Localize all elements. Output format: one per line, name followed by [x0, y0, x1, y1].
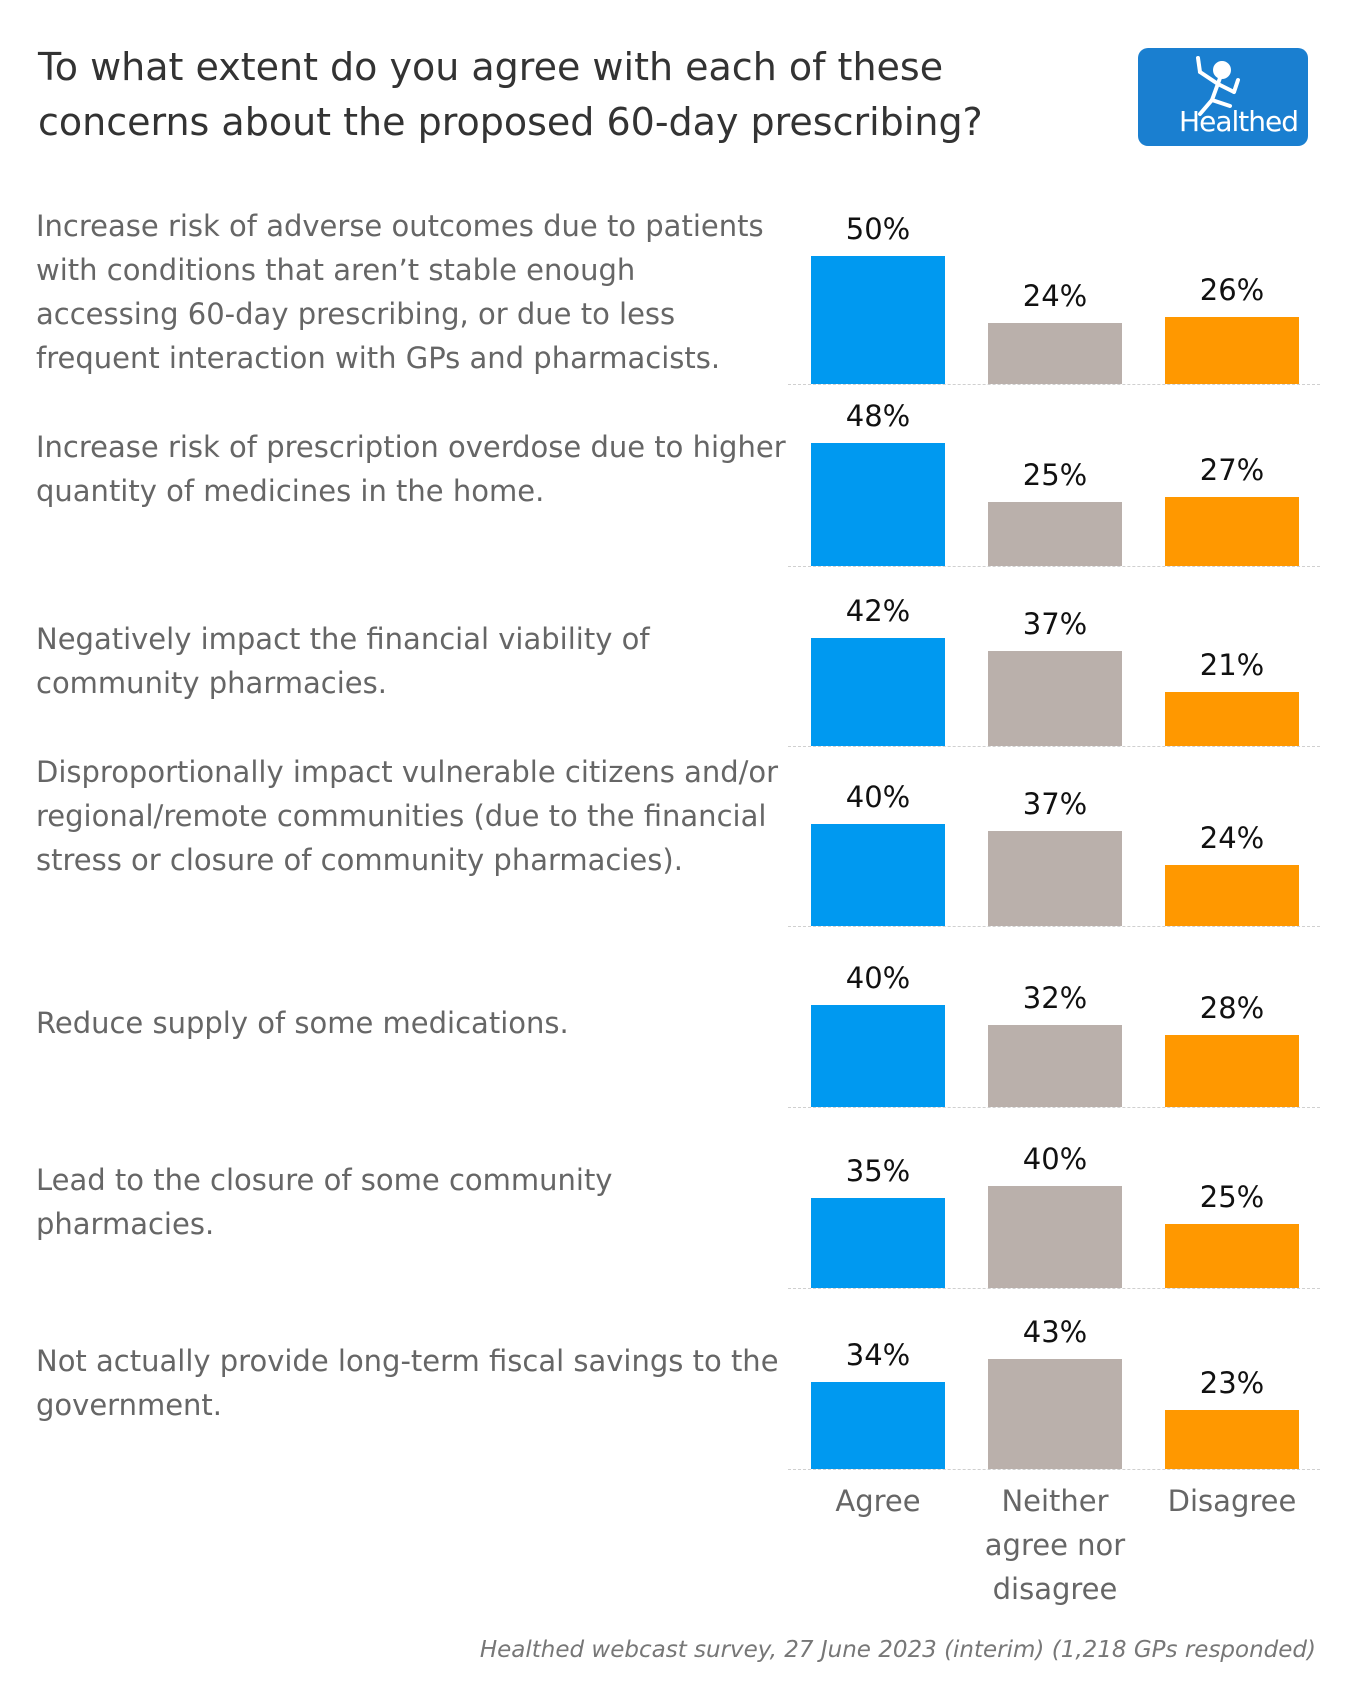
source-note: Healthed webcast survey, 27 June 2023 (i…	[479, 1637, 1316, 1663]
row-baseline	[788, 1288, 1320, 1289]
bar-value-label: 34%	[845, 1337, 911, 1372]
row-baseline	[788, 746, 1320, 747]
disagree-bar	[1165, 864, 1299, 926]
bar-value-label: 21%	[1199, 648, 1265, 683]
bar-value-label: 28%	[1199, 991, 1265, 1026]
bar-value-label: 27%	[1199, 452, 1265, 487]
bar-value-label: 40%	[845, 779, 911, 814]
row-baseline	[788, 384, 1320, 385]
neither-bar	[988, 1185, 1122, 1288]
neither-bar	[988, 322, 1122, 384]
agree-bar	[811, 638, 945, 746]
row-baseline	[788, 1107, 1320, 1108]
bar-value-label: 32%	[1022, 981, 1088, 1016]
x-axis-label: Agree	[835, 1484, 921, 1518]
row-baseline	[788, 1469, 1320, 1470]
bar-value-label: 26%	[1199, 273, 1265, 308]
bar-value-label: 40%	[845, 960, 911, 995]
bar-value-label: 23%	[1199, 1366, 1265, 1401]
disagree-bar	[1165, 1410, 1299, 1469]
neither-bar	[988, 831, 1122, 926]
agree-bar	[811, 823, 945, 926]
bar-value-label: 25%	[1199, 1180, 1265, 1214]
chart-title: To what extent do you agree with each of…	[38, 45, 983, 144]
row-baseline	[788, 926, 1320, 927]
disagree-bar	[1165, 692, 1299, 746]
agree-bar	[811, 1381, 945, 1469]
logo-text: Healthed	[1179, 105, 1299, 138]
disagree-bar	[1165, 496, 1299, 566]
x-axis-label: Disagree	[1167, 1484, 1297, 1518]
bar-value-label: 37%	[1022, 607, 1088, 642]
disagree-bar	[1165, 317, 1299, 384]
concern-label: Not actually provide long-term fiscal sa…	[36, 1344, 779, 1422]
neither-bar	[988, 1025, 1122, 1107]
bar-value-label: 43%	[1022, 1314, 1088, 1349]
agree-bar	[811, 1198, 945, 1288]
neither-bar	[988, 1358, 1122, 1469]
concern-label: Negatively impact the financial viabilit…	[36, 622, 650, 700]
disagree-bar	[1165, 1035, 1299, 1107]
neither-bar	[988, 651, 1122, 746]
bar-value-label: 25%	[1022, 458, 1088, 492]
bar-value-label: 24%	[1199, 820, 1265, 855]
healthed-logo: Healthed	[1138, 48, 1308, 146]
concern-label: Disproportionally impact vulnerable citi…	[36, 755, 779, 877]
bar-value-label: 40%	[1022, 1141, 1088, 1176]
agree-bar	[811, 256, 945, 384]
neither-bar	[988, 502, 1122, 566]
agree-bar	[811, 1004, 945, 1107]
bar-value-label: 42%	[845, 594, 911, 629]
x-axis-label: Neither agree nor disagree	[984, 1484, 1126, 1606]
concern-label: Increase risk of adverse outcomes due to…	[36, 209, 764, 375]
agree-bar	[811, 443, 945, 566]
disagree-bar	[1165, 1224, 1299, 1288]
concern-label: Increase risk of prescription overdose d…	[36, 430, 786, 508]
concern-label: Reduce supply of some medications.	[36, 1006, 569, 1040]
row-baseline	[788, 566, 1320, 567]
bar-value-label: 37%	[1022, 787, 1088, 822]
bar-value-label: 35%	[845, 1154, 911, 1189]
bar-value-label: 24%	[1022, 278, 1088, 313]
bar-value-label: 50%	[845, 212, 911, 246]
concern-label: Lead to the closure of some community ph…	[36, 1163, 613, 1241]
running-figure-icon	[1196, 56, 1240, 116]
bar-value-label: 48%	[845, 399, 911, 434]
